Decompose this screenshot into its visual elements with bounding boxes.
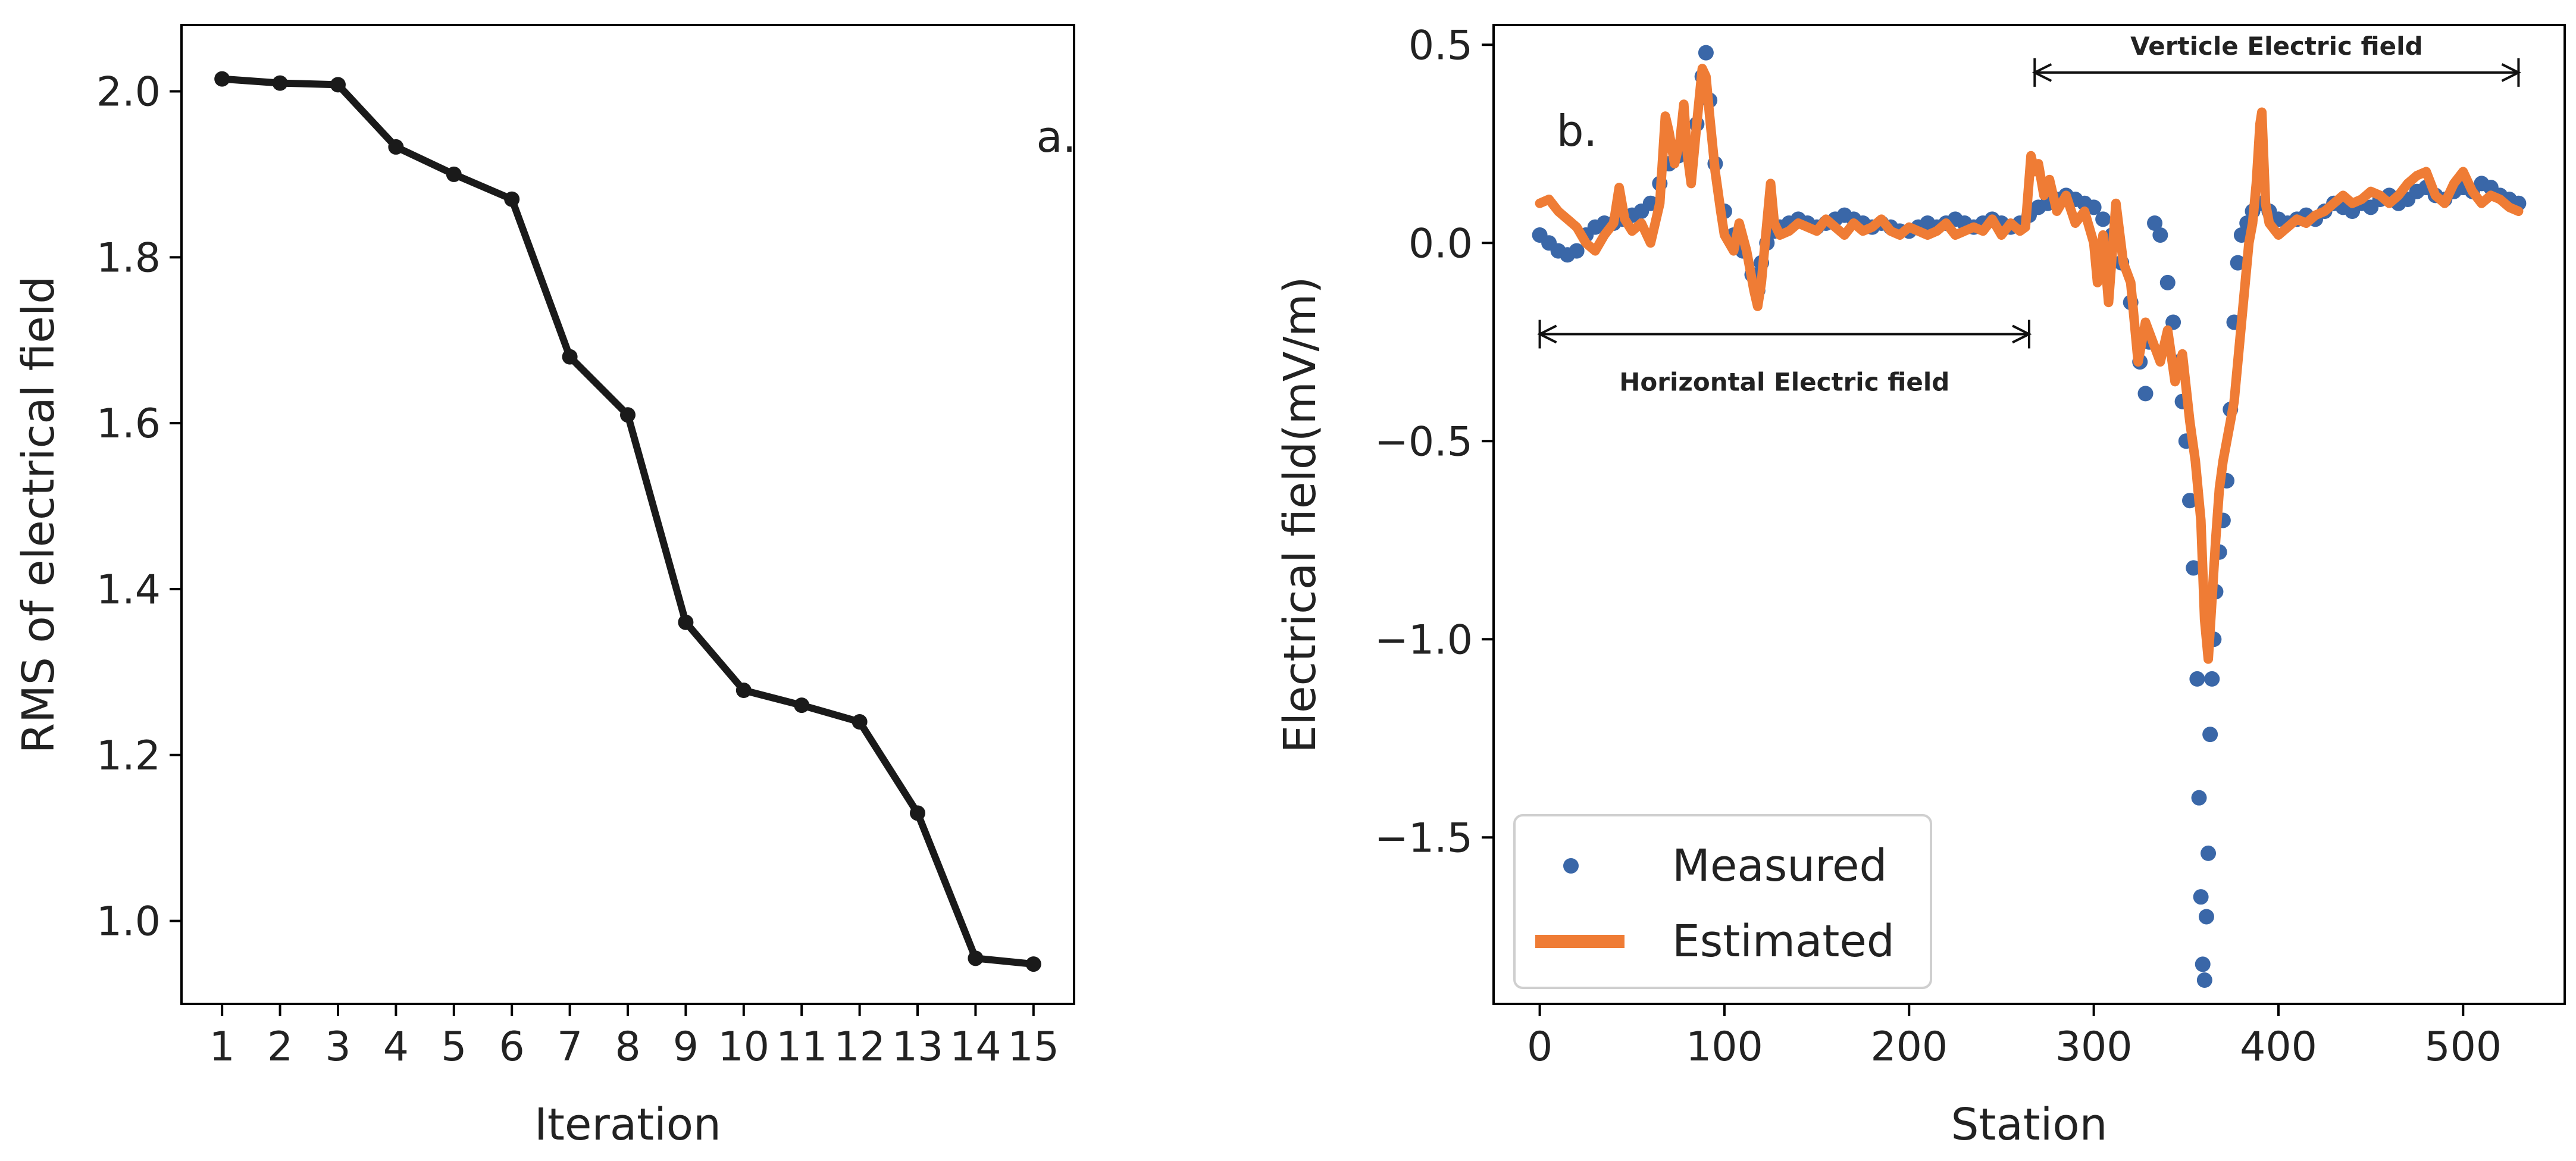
chart-a-ytick-label: 1.2 bbox=[96, 733, 161, 780]
chart-b-ytick-label: −1.5 bbox=[1375, 815, 1473, 862]
measured-point bbox=[2201, 845, 2217, 861]
chart-a-xtick-label: 10 bbox=[718, 1024, 770, 1071]
chart-b-xtick-label: 500 bbox=[2424, 1024, 2502, 1071]
chart-a-xtick-label: 3 bbox=[325, 1024, 350, 1071]
measured-point bbox=[2182, 493, 2198, 509]
chart-b-xtick-label: 400 bbox=[2240, 1024, 2317, 1071]
chart-a-point bbox=[504, 191, 520, 207]
chart-a-point bbox=[678, 614, 694, 630]
chart-a-ytick-label: 1.6 bbox=[96, 400, 161, 447]
chart-a-xtick-label: 2 bbox=[267, 1024, 293, 1071]
measured-point bbox=[2191, 790, 2207, 806]
chart-a-ytick-label: 2.0 bbox=[96, 69, 161, 116]
chart-a-xtick-label: 6 bbox=[499, 1024, 525, 1071]
chart-a-xtick-label: 4 bbox=[383, 1024, 409, 1071]
chart-a-point bbox=[968, 950, 984, 966]
chart-b-annotations: Horizontal Electric field Verticle Electr… bbox=[1537, 32, 2521, 396]
measured-point bbox=[2147, 215, 2163, 231]
chart-a-xtick-label: 13 bbox=[892, 1024, 944, 1071]
chart-a-frame bbox=[180, 24, 1075, 1005]
estimated-line bbox=[1535, 64, 2524, 664]
legend-measured-label: Measured bbox=[1672, 840, 1887, 891]
chart-b-ytick-label: −0.5 bbox=[1375, 418, 1473, 465]
chart-a-xtick-label: 8 bbox=[615, 1024, 640, 1071]
chart-a-xtick-label: 5 bbox=[441, 1024, 467, 1071]
chart-b-panel-label: b. bbox=[1557, 106, 1598, 156]
chart-a-xtick-label: 9 bbox=[673, 1024, 699, 1071]
chart-a-xtick-label: 1 bbox=[209, 1024, 235, 1071]
chart-a-xtick-label: 14 bbox=[950, 1024, 1001, 1071]
measured-point bbox=[2152, 227, 2168, 243]
measured-point bbox=[2193, 889, 2209, 905]
chart-a-ytick-label: 1.4 bbox=[96, 567, 161, 614]
chart-a-point bbox=[852, 714, 868, 730]
chart-a: 1 2 3 4 5 6 7 8 9 10 11 12 13 14 151.01.21.41.61.82.0 … bbox=[13, 24, 1076, 1150]
chart-a-series-line bbox=[221, 75, 1034, 968]
chart-a-ytick-label: 1.0 bbox=[96, 899, 161, 946]
chart-a-point bbox=[910, 805, 926, 821]
measured-point bbox=[1569, 243, 1585, 259]
chart-b-xtick-label: 200 bbox=[1870, 1024, 1948, 1071]
measured-point bbox=[2202, 727, 2218, 743]
chart-a-point bbox=[272, 75, 288, 91]
measured-point bbox=[2196, 972, 2212, 988]
measured-point bbox=[2195, 956, 2211, 972]
chart-a-point bbox=[446, 166, 462, 182]
measured-point bbox=[2159, 274, 2176, 290]
chart-a-point bbox=[388, 139, 404, 155]
chart-b-marks: 0 100 200 300 400 500 0.5 0.0 −0.5 −1.0 −1.5 bbox=[1375, 22, 2527, 1071]
chart-b: 0 100 200 300 400 500 0.5 0.0 −0.5 −1.0 −1.5 b. St… bbox=[1275, 22, 2566, 1150]
chart-a-xtick-label: 12 bbox=[834, 1024, 885, 1071]
chart-b-xtick-label: 0 bbox=[1527, 1024, 1553, 1071]
chart-a-point bbox=[735, 683, 752, 699]
chart-a-point bbox=[214, 71, 230, 87]
chart-a-point bbox=[1025, 956, 1041, 972]
chart-a-ytick-label: 1.8 bbox=[96, 234, 161, 281]
chart-a-panel-label: a. bbox=[1036, 112, 1076, 162]
measured-point bbox=[2186, 560, 2202, 576]
chart-b-xlabel: Station bbox=[1951, 1099, 2107, 1150]
chart-b-xtick-label: 300 bbox=[2055, 1024, 2133, 1071]
chart-a-xtick-label: 7 bbox=[557, 1024, 583, 1071]
chart-a-point bbox=[562, 349, 578, 365]
legend: Measured Estimated bbox=[1513, 814, 1932, 989]
chart-a-point bbox=[794, 697, 810, 714]
measured-point bbox=[2189, 671, 2205, 687]
measured-point bbox=[2095, 211, 2111, 227]
chart-b-frame bbox=[1492, 24, 2566, 1005]
annotation-vertical-label: Verticle Electric field bbox=[2130, 32, 2423, 61]
measured-point bbox=[2204, 671, 2220, 687]
measured-point bbox=[2086, 199, 2102, 215]
measured-point bbox=[2137, 386, 2154, 402]
measured-point bbox=[1698, 45, 1714, 61]
chart-b-ytick-label: 0.0 bbox=[1408, 220, 1473, 267]
chart-b-ylabel: Electrical field(mV/m) bbox=[1275, 277, 1326, 753]
chart-a-marks: 1 2 3 4 5 6 7 8 9 10 11 12 13 14 151.01.21.41.61.82.0 bbox=[96, 69, 1059, 1071]
measured-point bbox=[2230, 255, 2246, 271]
chart-a-xtick-label: 15 bbox=[1008, 1024, 1060, 1071]
legend-estimated-label: Estimated bbox=[1672, 916, 1895, 967]
chart-a-point bbox=[330, 77, 346, 93]
chart-a-ylabel: RMS of electrical field bbox=[13, 276, 64, 754]
legend-measured-marker bbox=[1563, 858, 1579, 874]
chart-b-xtick-label: 100 bbox=[1686, 1024, 1763, 1071]
chart-b-ytick-label: 0.5 bbox=[1408, 22, 1473, 69]
annotation-horizontal-label: Horizontal Electric field bbox=[1619, 367, 1949, 396]
chart-a-point bbox=[620, 407, 636, 423]
chart-b-ytick-label: −1.0 bbox=[1375, 617, 1473, 664]
chart-a-xtick-label: 11 bbox=[776, 1024, 828, 1071]
measured-point bbox=[2198, 909, 2214, 925]
chart-a-xlabel: Iteration bbox=[534, 1099, 721, 1150]
